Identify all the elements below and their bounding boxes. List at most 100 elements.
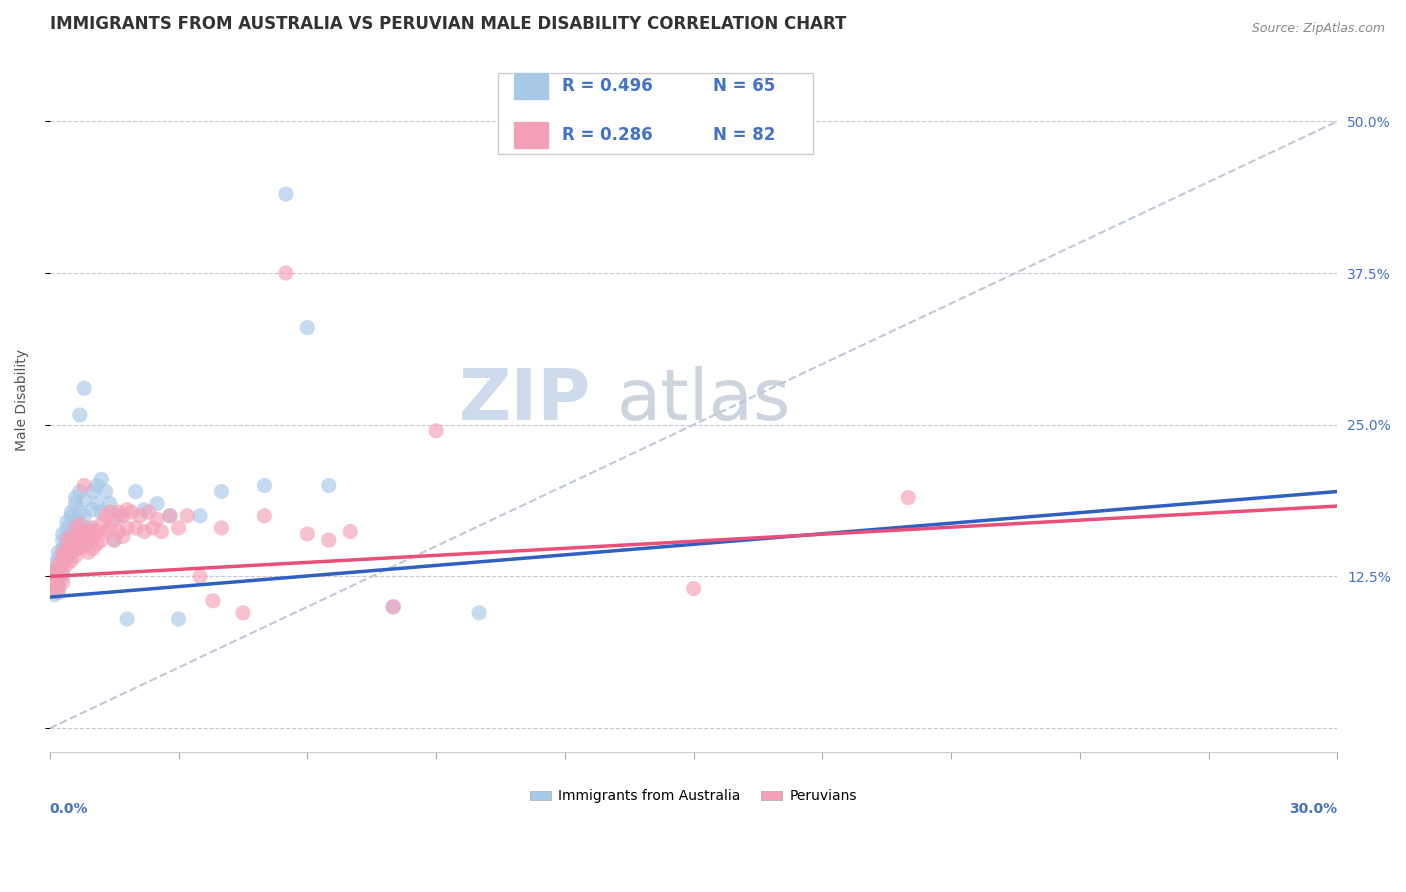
Point	[138, 505, 160, 519]
Point	[94, 484, 117, 499]
Point	[77, 524, 100, 539]
Point	[69, 408, 91, 422]
Point	[60, 545, 83, 559]
Point	[188, 569, 211, 583]
Point	[146, 512, 169, 526]
Point	[42, 575, 65, 590]
Point	[115, 502, 138, 516]
Point	[42, 569, 65, 583]
Point	[82, 521, 104, 535]
Point	[167, 612, 190, 626]
Point	[115, 612, 138, 626]
Point	[77, 533, 100, 547]
Point	[86, 537, 108, 551]
Point	[232, 606, 254, 620]
Point	[52, 545, 75, 559]
Point	[52, 569, 75, 583]
Point	[134, 524, 156, 539]
Point	[382, 599, 405, 614]
FancyBboxPatch shape	[498, 73, 813, 154]
Point	[77, 533, 100, 547]
Text: R = 0.286: R = 0.286	[562, 126, 652, 144]
FancyBboxPatch shape	[513, 71, 550, 100]
Point	[65, 529, 87, 543]
Point	[318, 533, 340, 547]
Point	[77, 521, 100, 535]
Point	[42, 573, 65, 587]
Point	[167, 521, 190, 535]
Point	[52, 558, 75, 572]
Point	[142, 521, 165, 535]
Point	[253, 478, 276, 492]
Point	[111, 508, 134, 523]
Point	[73, 381, 96, 395]
Point	[73, 493, 96, 508]
Point	[274, 266, 297, 280]
FancyBboxPatch shape	[513, 121, 550, 149]
Point	[65, 512, 87, 526]
Point	[48, 563, 70, 577]
Point	[339, 524, 361, 539]
Point	[60, 529, 83, 543]
Point	[90, 505, 112, 519]
Point	[274, 187, 297, 202]
Point	[60, 541, 83, 556]
Point	[201, 593, 224, 607]
Point	[42, 578, 65, 592]
Point	[48, 569, 70, 583]
Point	[120, 505, 142, 519]
Point	[65, 533, 87, 547]
Point	[42, 566, 65, 580]
Point	[134, 502, 156, 516]
Point	[73, 539, 96, 553]
Point	[69, 541, 91, 556]
Point	[48, 558, 70, 572]
Point	[103, 533, 125, 547]
Point	[52, 554, 75, 568]
Y-axis label: Male Disability: Male Disability	[15, 350, 30, 451]
Point	[48, 561, 70, 575]
Point	[90, 472, 112, 486]
Text: ZIP: ZIP	[458, 366, 591, 435]
Point	[52, 549, 75, 563]
Point	[56, 549, 79, 563]
Point	[56, 521, 79, 535]
Point	[48, 582, 70, 596]
Legend: Immigrants from Australia, Peruvians: Immigrants from Australia, Peruvians	[524, 784, 862, 809]
Point	[73, 529, 96, 543]
Point	[69, 527, 91, 541]
Point	[56, 558, 79, 572]
Point	[107, 524, 129, 539]
Point	[73, 478, 96, 492]
Point	[98, 521, 121, 535]
Point	[60, 539, 83, 553]
Point	[82, 541, 104, 556]
Point	[48, 573, 70, 587]
Point	[124, 484, 146, 499]
Point	[60, 554, 83, 568]
Point	[69, 521, 91, 535]
Point	[211, 521, 233, 535]
Point	[82, 502, 104, 516]
Point	[60, 524, 83, 539]
Point	[56, 549, 79, 563]
Point	[48, 578, 70, 592]
Text: N = 65: N = 65	[713, 77, 775, 95]
Point	[86, 524, 108, 539]
Point	[82, 484, 104, 499]
Point	[52, 533, 75, 547]
Point	[86, 497, 108, 511]
Point	[176, 508, 198, 523]
Point	[425, 424, 447, 438]
Point	[60, 508, 83, 523]
Point	[82, 529, 104, 543]
Point	[468, 606, 491, 620]
Point	[52, 566, 75, 580]
Point	[69, 484, 91, 499]
Point	[159, 508, 181, 523]
Point	[42, 582, 65, 596]
Point	[56, 541, 79, 556]
Text: IMMIGRANTS FROM AUSTRALIA VS PERUVIAN MALE DISABILITY CORRELATION CHART: IMMIGRANTS FROM AUSTRALIA VS PERUVIAN MA…	[49, 15, 846, 33]
Point	[94, 508, 117, 523]
Point	[56, 533, 79, 547]
